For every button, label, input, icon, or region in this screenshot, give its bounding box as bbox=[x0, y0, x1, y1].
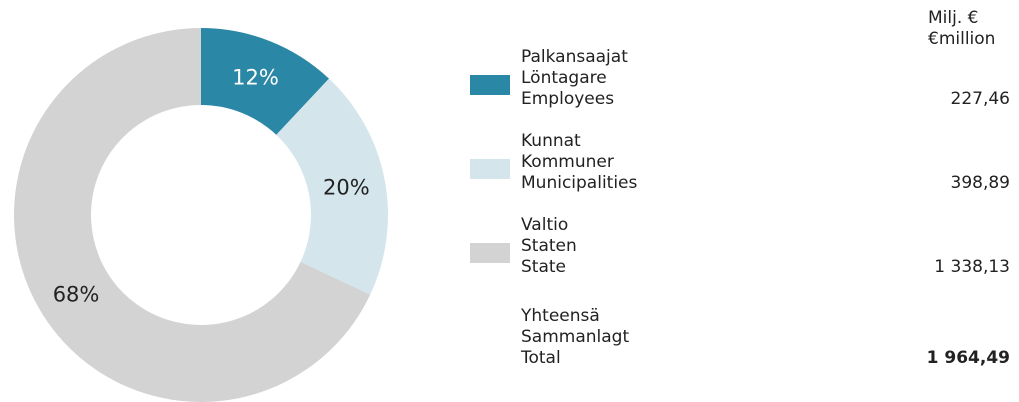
legend-swatch bbox=[470, 75, 510, 95]
total-amount: 1 964,49 bbox=[927, 348, 1010, 368]
total-label: Sammanlagt bbox=[521, 327, 629, 347]
slice-label: 20% bbox=[323, 175, 370, 199]
unit-header: Milj. € bbox=[928, 8, 978, 28]
legend-label: Municipalities bbox=[521, 173, 638, 193]
legend-label: Löntagare bbox=[521, 68, 607, 88]
total-label: Yhteensä bbox=[520, 306, 600, 326]
slice-label: 12% bbox=[232, 65, 279, 89]
amount: 1 338,13 bbox=[934, 257, 1010, 277]
amount: 398,89 bbox=[951, 173, 1010, 193]
legend-label: State bbox=[521, 257, 566, 277]
slice-label: 68% bbox=[53, 282, 100, 306]
unit-header: €million bbox=[928, 29, 995, 49]
donut-slice bbox=[13, 28, 371, 402]
legend-swatch bbox=[470, 243, 510, 263]
legend-swatch bbox=[470, 159, 510, 179]
legend-label: Staten bbox=[521, 236, 577, 256]
donut-slice bbox=[201, 28, 330, 135]
legend-label: Kommuner bbox=[521, 152, 614, 172]
legend-label: Kunnat bbox=[521, 131, 581, 151]
legend-label: Employees bbox=[521, 89, 614, 109]
legend-label: Palkansaajat bbox=[521, 47, 628, 67]
total-label: Total bbox=[520, 348, 561, 368]
amount: 227,46 bbox=[951, 89, 1010, 109]
legend-label: Valtio bbox=[521, 215, 568, 235]
donut-slice bbox=[276, 78, 388, 295]
